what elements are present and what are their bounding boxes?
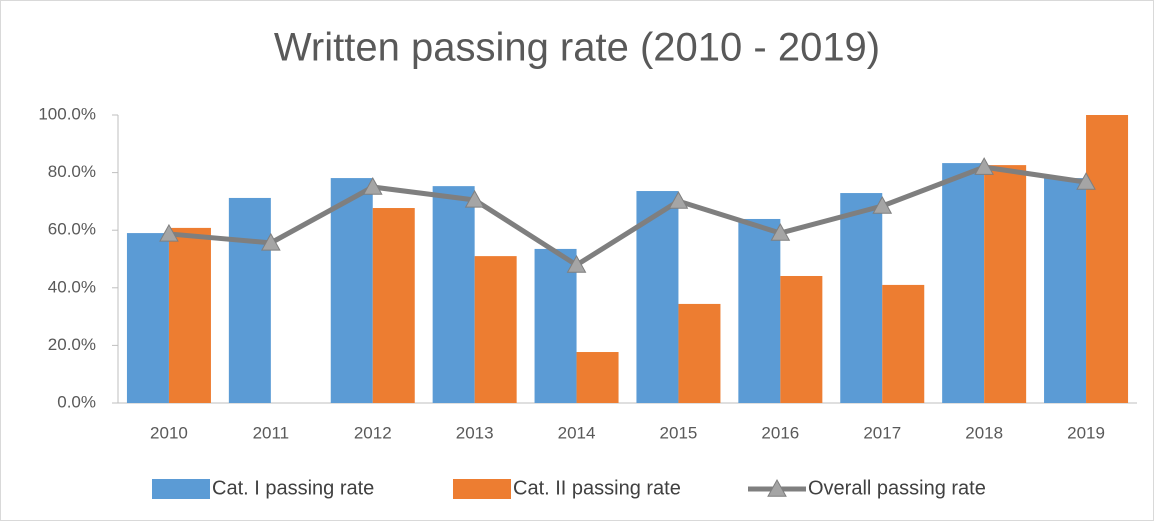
bar: [636, 191, 679, 403]
legend-label: Cat. II passing rate: [513, 477, 681, 499]
x-tick-label: 2018: [965, 423, 1003, 442]
marker: [668, 191, 689, 209]
bar: [840, 193, 883, 403]
bar: [984, 165, 1027, 403]
marker: [1076, 172, 1096, 190]
marker: [566, 255, 587, 273]
legend-swatch: [152, 479, 210, 499]
bar: [882, 284, 925, 403]
x-tick-label: 2019: [1067, 423, 1105, 442]
x-tick-label: 2017: [863, 423, 901, 442]
bar: [432, 186, 475, 403]
bar: [168, 227, 211, 403]
bar: [1044, 178, 1087, 403]
y-tick-label: 0.0%: [57, 392, 96, 411]
x-tick-label: 2014: [558, 423, 596, 442]
line: [168, 164, 1087, 268]
x-tick-label: 2016: [761, 423, 799, 442]
y-tick-label: 60.0%: [48, 220, 96, 239]
bar: [576, 352, 619, 403]
legend-swatch: [453, 479, 511, 499]
bar: [126, 233, 169, 403]
marker: [770, 223, 791, 241]
marker: [261, 232, 281, 251]
chart-title: Written passing rate (2010 - 2019): [274, 26, 880, 70]
marker: [464, 189, 485, 208]
bar: [942, 163, 985, 403]
bar: [474, 256, 517, 403]
bar: [228, 197, 271, 403]
y-tick-label: 100.0%: [38, 104, 96, 123]
bar: [1086, 115, 1129, 403]
bar: [738, 218, 781, 403]
bar: [372, 208, 415, 403]
bar: [534, 248, 577, 403]
y-tick-label: 20.0%: [48, 335, 96, 354]
marker: [872, 195, 893, 214]
legend-label: Overall passing rate: [808, 477, 986, 499]
marker: [362, 176, 383, 195]
bar: [780, 275, 823, 403]
x-tick-label: 2015: [660, 423, 698, 442]
y-tick-label: 40.0%: [48, 277, 96, 296]
legend-marker: [767, 478, 787, 497]
y-tick-label: 80.0%: [48, 162, 96, 181]
marker: [159, 223, 179, 242]
x-tick-label: 2012: [354, 423, 392, 442]
bar: [330, 178, 373, 403]
bar: [678, 303, 721, 403]
x-tick-label: 2010: [150, 423, 188, 442]
x-tick-label: 2013: [456, 423, 494, 442]
marker: [974, 157, 994, 175]
x-tick-label: 2011: [253, 423, 290, 442]
legend-label: Cat. I passing rate: [212, 477, 374, 499]
